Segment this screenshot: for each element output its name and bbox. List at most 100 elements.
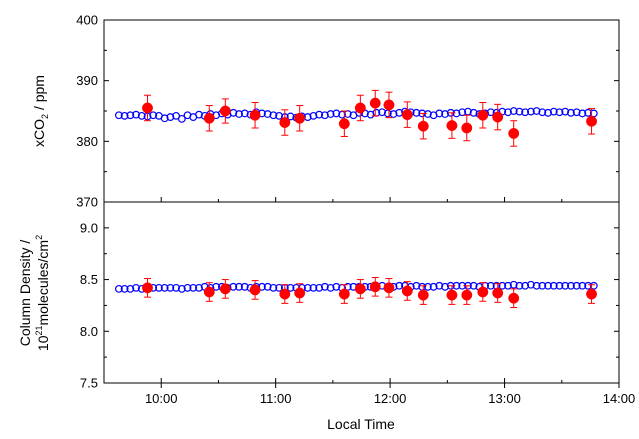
top-blue-point (378, 108, 387, 117)
top-blue-point (578, 109, 587, 118)
top-y-tick-label: 380 (76, 134, 98, 149)
bottom-blue-point (263, 282, 272, 291)
bottom-blue-point (172, 283, 181, 292)
top-panel: 370 380 390 400 xCO2 / ppm (31, 13, 620, 210)
bottom-blue-point (189, 283, 198, 292)
bottom-y-axis-label-unit-exp: 2 (34, 235, 44, 240)
bottom-blue-point (412, 281, 421, 290)
bottom-blue-point (435, 281, 444, 290)
bottom-blue-point (567, 281, 575, 290)
bottom-blue-point (544, 281, 552, 290)
bottom-blue-point (132, 283, 140, 292)
top-blue-point (567, 108, 575, 117)
bottom-blue-point (326, 283, 335, 292)
bottom-blue-point (120, 284, 129, 293)
top-blue-point (469, 108, 478, 117)
bottom-y-axis-label-unit: molecules/cm (35, 240, 51, 326)
top-blue-point (240, 109, 249, 118)
bottom-blue-point (572, 281, 581, 290)
top-blue-point (423, 110, 432, 118)
bottom-blue-point (160, 283, 169, 292)
top-blue-point (572, 108, 581, 117)
bottom-blue-point (578, 281, 587, 290)
bottom-panel: 7.5 8.0 8.5 9.0 Column Density / 1021molecu… (17, 201, 620, 391)
bottom-blue-point (589, 281, 598, 290)
top-blue-point (315, 110, 324, 119)
bottom-blue-point (320, 282, 329, 291)
bottom-red-point (586, 288, 597, 300)
top-blue-point (275, 111, 284, 120)
top-red-point (446, 120, 458, 132)
top-blue-point (561, 107, 570, 116)
bottom-y-axis-label-base: 10 (35, 335, 51, 351)
bottom-y-tick-label: 8.0 (80, 324, 98, 339)
bottom-y-axis: 7.5 8.0 8.5 9.0 (80, 220, 619, 391)
bottom-blue-point (315, 283, 324, 292)
bottom-blue-point (526, 280, 535, 289)
top-blue-point (389, 110, 398, 118)
bottom-blue-point (521, 281, 530, 290)
bottom-red-point (249, 284, 261, 296)
bottom-red-point (294, 287, 306, 299)
bottom-red-point (369, 281, 381, 293)
top-blue-point (269, 111, 278, 120)
top-red-point (203, 112, 215, 124)
bottom-red-point (508, 292, 520, 304)
top-blue-point (137, 111, 146, 120)
top-blue-point (441, 110, 449, 118)
bottom-blue-point (126, 284, 135, 293)
top-y-tick-label: 400 (76, 13, 98, 28)
top-blue-point (435, 109, 444, 118)
bottom-blue-point (309, 283, 318, 292)
bottom-blue-point (561, 281, 570, 290)
x-tick-label: 13:00 (488, 391, 521, 406)
top-blue-point (555, 108, 564, 117)
top-red-point (369, 97, 381, 109)
top-red-point (477, 109, 489, 121)
x-tick-label: 14:00 (603, 391, 636, 406)
top-blue-point (132, 110, 140, 119)
top-blue-point (120, 111, 129, 120)
bottom-blue-point (183, 283, 192, 292)
top-blue-point (326, 110, 335, 118)
top-blue-point (160, 114, 169, 123)
bottom-y-axis-label-line1: Column Density / (17, 240, 33, 347)
top-minor-ticks (103, 49, 620, 202)
top-red-point (417, 120, 429, 132)
bottom-blue-point (303, 283, 312, 292)
bottom-y-tick-label: 8.5 (80, 272, 98, 287)
top-red-point (249, 109, 261, 121)
bottom-blue-point (504, 281, 512, 290)
top-plot-area (114, 89, 598, 147)
top-blue-point (549, 107, 558, 116)
top-y-axis-label-main: xCO (31, 119, 47, 147)
top-blue-point (320, 111, 329, 120)
bottom-blue-point (549, 281, 558, 290)
bottom-blue-point (441, 282, 449, 291)
bottom-blue-point (538, 281, 547, 290)
bottom-red-point (203, 286, 215, 298)
bottom-red-point (338, 288, 350, 300)
bottom-blue-point (555, 281, 564, 290)
top-red-point (401, 109, 413, 121)
bottom-y-tick-label: 7.5 (80, 376, 98, 391)
bottom-red-point (446, 289, 458, 301)
top-red-point (142, 102, 153, 114)
bottom-blue-point (114, 284, 123, 293)
x-axis: 10:00 11:00 12:00 13:00 14:00 (145, 383, 635, 406)
bottom-red-point (279, 288, 291, 300)
top-red-point (492, 111, 504, 123)
bottom-red-point (219, 283, 231, 295)
top-y-axis-label: xCO2 / ppm (31, 75, 50, 147)
bottom-blue-point (498, 281, 507, 290)
top-blue-point (114, 111, 123, 120)
top-blue-point (544, 108, 552, 117)
bottom-y-axis-label-exp: 21 (34, 326, 44, 336)
bottom-blue-point (155, 283, 163, 292)
top-blue-point (538, 108, 547, 117)
bottom-blue-point (240, 282, 249, 291)
top-blue-point (195, 110, 203, 119)
bottom-blue-point (423, 282, 432, 291)
x-tick-label: 11:00 (260, 391, 292, 406)
